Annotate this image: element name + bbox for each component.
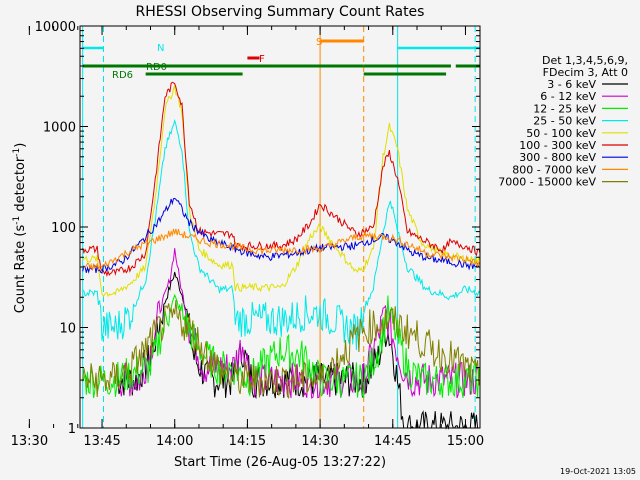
series-line bbox=[82, 118, 481, 351]
legend-entry-label: 3 - 6 keV bbox=[547, 78, 596, 91]
legend-entry-label: 50 - 100 keV bbox=[526, 127, 596, 140]
y-tick-label: 10000 bbox=[35, 20, 76, 35]
flag-bars bbox=[82, 39, 480, 76]
y-tick-label: 100 bbox=[51, 221, 76, 236]
series-line bbox=[82, 300, 481, 399]
legend-entry-label: 25 - 50 keV bbox=[533, 115, 596, 128]
y-axis-label-part: Count Rate (s bbox=[13, 225, 28, 314]
legend-entry-label: 100 - 300 keV bbox=[519, 139, 596, 152]
series-line bbox=[82, 228, 481, 272]
y-tick-label: 1000 bbox=[43, 121, 76, 136]
x-tick-label: 14:00 bbox=[156, 434, 193, 449]
legend-entry-label: 7000 - 15000 keV bbox=[498, 176, 596, 189]
series-line bbox=[82, 81, 481, 277]
y-tick-label: 10 bbox=[59, 322, 76, 337]
x-axis-label: Start Time (26-Aug-05 13:27:22) bbox=[174, 455, 386, 470]
legend-header: FDecim 3, Att 0 bbox=[543, 66, 628, 79]
series-line bbox=[116, 271, 480, 430]
series-line bbox=[82, 197, 480, 274]
legend-entry-label: 300 - 800 keV bbox=[519, 151, 596, 164]
y-axis-label-sup: -1 bbox=[12, 148, 22, 157]
plot-frame bbox=[79, 25, 481, 429]
x-tick-label: 14:45 bbox=[374, 434, 411, 449]
y-axis-label-part: detector bbox=[13, 156, 28, 216]
flag-label-rd0: RD0 bbox=[146, 62, 167, 73]
tick-labels: 13:30 13:45 14:00 14:15 14:30 14:45 15:00 1 10 10… bbox=[11, 20, 485, 449]
x-tick-label: 14:30 bbox=[301, 434, 338, 449]
y-tick-label: 1 bbox=[68, 422, 76, 437]
x-tick-label: 13:30 bbox=[11, 434, 48, 449]
x-tick-label: 14:15 bbox=[229, 434, 266, 449]
legend-entry-label: 800 - 7000 keV bbox=[512, 163, 596, 176]
legend-entry-label: 12 - 25 keV bbox=[533, 102, 596, 115]
flag-labels: N RD0 RD6 F S bbox=[112, 37, 322, 81]
series-line bbox=[82, 293, 481, 399]
axes bbox=[28, 25, 481, 429]
flag-label-s: S bbox=[316, 37, 322, 48]
series-lines bbox=[82, 81, 481, 430]
y-axis-label-sup: -1 bbox=[12, 216, 22, 225]
x-tick-label: 15:00 bbox=[447, 434, 484, 449]
series-line bbox=[116, 248, 481, 399]
chart-title: RHESSI Observing Summary Count Rates bbox=[136, 4, 425, 20]
x-tick-label: 13:45 bbox=[83, 434, 120, 449]
flag-label-n: N bbox=[157, 43, 164, 54]
y-axis-label: Count Rate (s-1 detector-1) bbox=[12, 143, 28, 314]
series-line bbox=[82, 83, 481, 298]
footer-timestamp: 19-Oct-2021 13:05 bbox=[560, 467, 636, 476]
flag-label-rd6: RD6 bbox=[112, 70, 133, 81]
flag-label-f: F bbox=[259, 54, 265, 65]
legend: Det 1,3,4,5,6,9,FDecim 3, Att 03 - 6 keV… bbox=[498, 54, 628, 189]
y-axis-label-part: ) bbox=[13, 143, 28, 148]
legend-entry-label: 6 - 12 keV bbox=[540, 90, 596, 103]
legend-header: Det 1,3,4,5,6,9, bbox=[542, 54, 628, 67]
